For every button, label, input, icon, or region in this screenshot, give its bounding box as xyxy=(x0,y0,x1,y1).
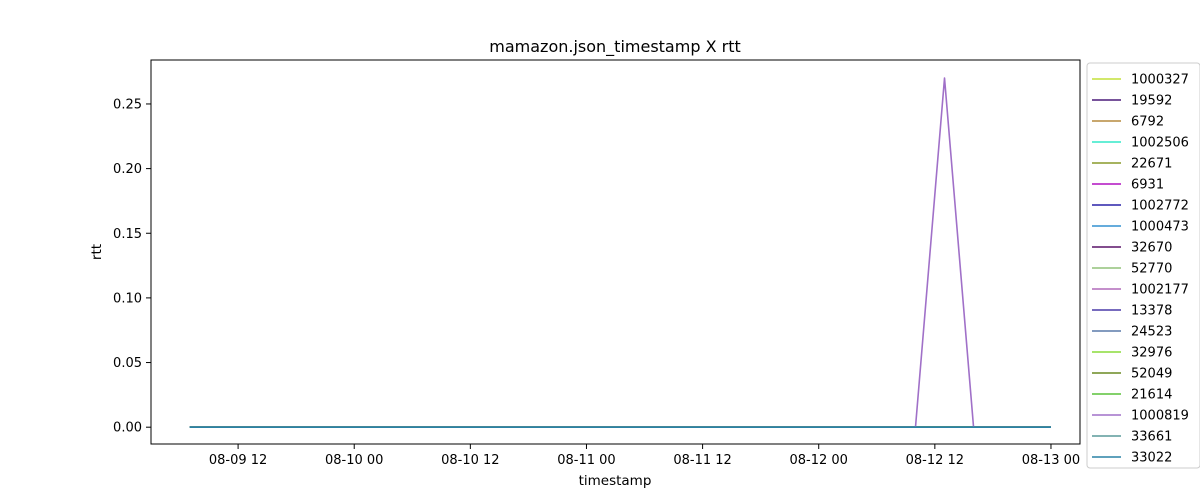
x-tick-label: 08-13 00 xyxy=(1022,453,1080,468)
legend-entry-label: 13378 xyxy=(1131,304,1172,319)
legend-entry-label: 1002506 xyxy=(1131,136,1189,151)
legend-entry-label: 21614 xyxy=(1131,388,1172,403)
legend-entry-label: 1002772 xyxy=(1131,199,1189,214)
x-tick-label: 08-11 00 xyxy=(557,453,615,468)
legend-box xyxy=(1086,62,1200,469)
legend-entry-label: 6792 xyxy=(1131,115,1164,130)
x-axis-label: timestamp xyxy=(579,473,652,489)
legend-entry-label: 24523 xyxy=(1131,325,1172,340)
x-tick-label: 08-12 12 xyxy=(906,453,964,468)
x-tick-label: 08-10 12 xyxy=(441,453,499,468)
legend-entry-label: 32670 xyxy=(1131,241,1172,256)
y-tick-label: 0.10 xyxy=(113,291,142,306)
legend-entry-label: 1000327 xyxy=(1131,73,1189,88)
legend-entry-label: 1002177 xyxy=(1131,283,1189,298)
legend-entry-label: 33022 xyxy=(1131,451,1172,466)
x-axis-ticks: 08-09 12 08-10 00 08-10 12 08-11 00 08-11 12… xyxy=(209,444,1080,468)
legend-entry-label: 52770 xyxy=(1131,262,1172,277)
y-tick-label: 0.05 xyxy=(113,356,142,371)
series-lines xyxy=(189,77,1051,428)
y-tick-label: 0.15 xyxy=(113,227,142,242)
x-tick-label: 08-12 00 xyxy=(789,453,847,468)
series-line-1000819 xyxy=(189,77,1051,428)
legend-entry-label: 33661 xyxy=(1131,430,1172,445)
chart-title: mamazon.json_timestamp X rtt xyxy=(489,37,740,57)
x-tick-label: 08-11 12 xyxy=(673,453,731,468)
legend-entry-label: 19592 xyxy=(1131,94,1172,109)
x-tick-label: 08-09 12 xyxy=(209,453,267,468)
legend-entry-label: 1000473 xyxy=(1131,220,1189,235)
legend-entry-label: 22671 xyxy=(1131,157,1172,172)
plot-area xyxy=(150,59,1081,445)
y-axis-label: rtt xyxy=(89,244,105,260)
y-axis-ticks: 0.00 0.05 0.10 0.15 0.20 0.25 xyxy=(113,97,151,436)
x-tick-label: 08-10 00 xyxy=(325,453,383,468)
legend-entry-label: 52049 xyxy=(1131,367,1172,382)
legend-entry-label: 32976 xyxy=(1131,346,1172,361)
legend-entry-label: 6931 xyxy=(1131,178,1164,193)
legend: 1000327 19592 6792 1002506 22671 6931 1002772 1… xyxy=(1086,62,1200,469)
legend-entry-label: 1000819 xyxy=(1131,409,1189,424)
y-tick-label: 0.20 xyxy=(113,162,142,177)
y-tick-label: 0.00 xyxy=(113,421,142,436)
y-tick-label: 0.25 xyxy=(113,97,142,112)
